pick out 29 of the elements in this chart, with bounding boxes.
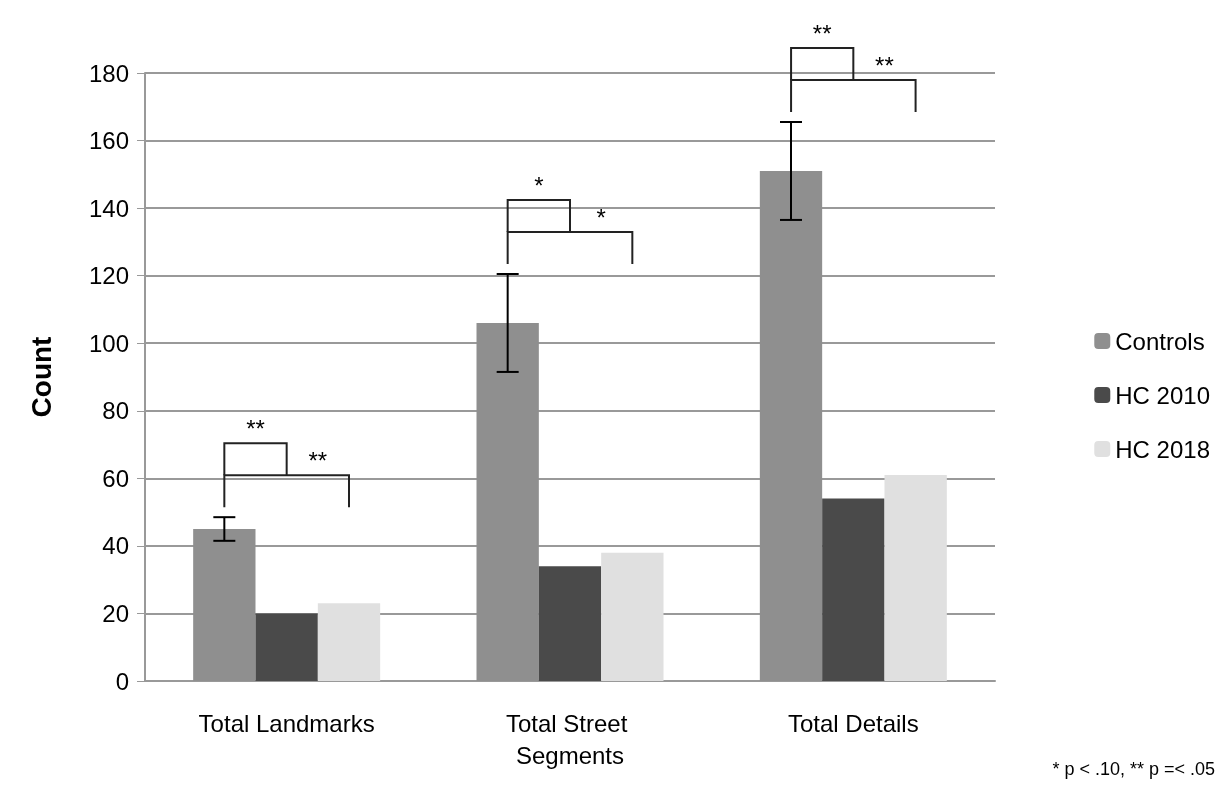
annotation: *: [534, 171, 544, 199]
y-tick-label: 0: [115, 667, 129, 695]
annotation: *: [596, 203, 606, 231]
text: * p < .10, ** p =< .05: [1052, 759, 1215, 779]
legend-label: Controls: [1115, 327, 1205, 355]
bar: [884, 474, 947, 681]
annotation: **: [308, 447, 328, 475]
x-tick-label: Total Landmarks: [198, 709, 375, 737]
bar: [822, 498, 885, 681]
legend-label: HC 2018: [1115, 435, 1211, 463]
y-tick-label: 140: [88, 194, 129, 222]
bar: [538, 566, 602, 681]
annotation: **: [246, 415, 265, 443]
y-tick-label: 160: [88, 127, 129, 155]
y-tick-label: 80: [102, 397, 129, 425]
bar: [255, 613, 318, 681]
x-tick-label: Total Details: [787, 709, 919, 737]
bar: [317, 603, 381, 681]
y-tick-label: 40: [102, 532, 129, 560]
y-axis-title: Count: [25, 336, 57, 418]
y-tick-label: 20: [102, 599, 129, 627]
y-tick-label: 100: [88, 329, 129, 357]
y-tick-label: 60: [102, 464, 129, 492]
legend-label: HC 2010: [1115, 381, 1211, 409]
annotation: **: [875, 51, 894, 79]
y-tick-label: 180: [88, 59, 129, 87]
y-tick-label: 120: [88, 262, 129, 290]
x-tick-label: Total Street Segments: [505, 709, 635, 769]
bar: [601, 552, 664, 681]
